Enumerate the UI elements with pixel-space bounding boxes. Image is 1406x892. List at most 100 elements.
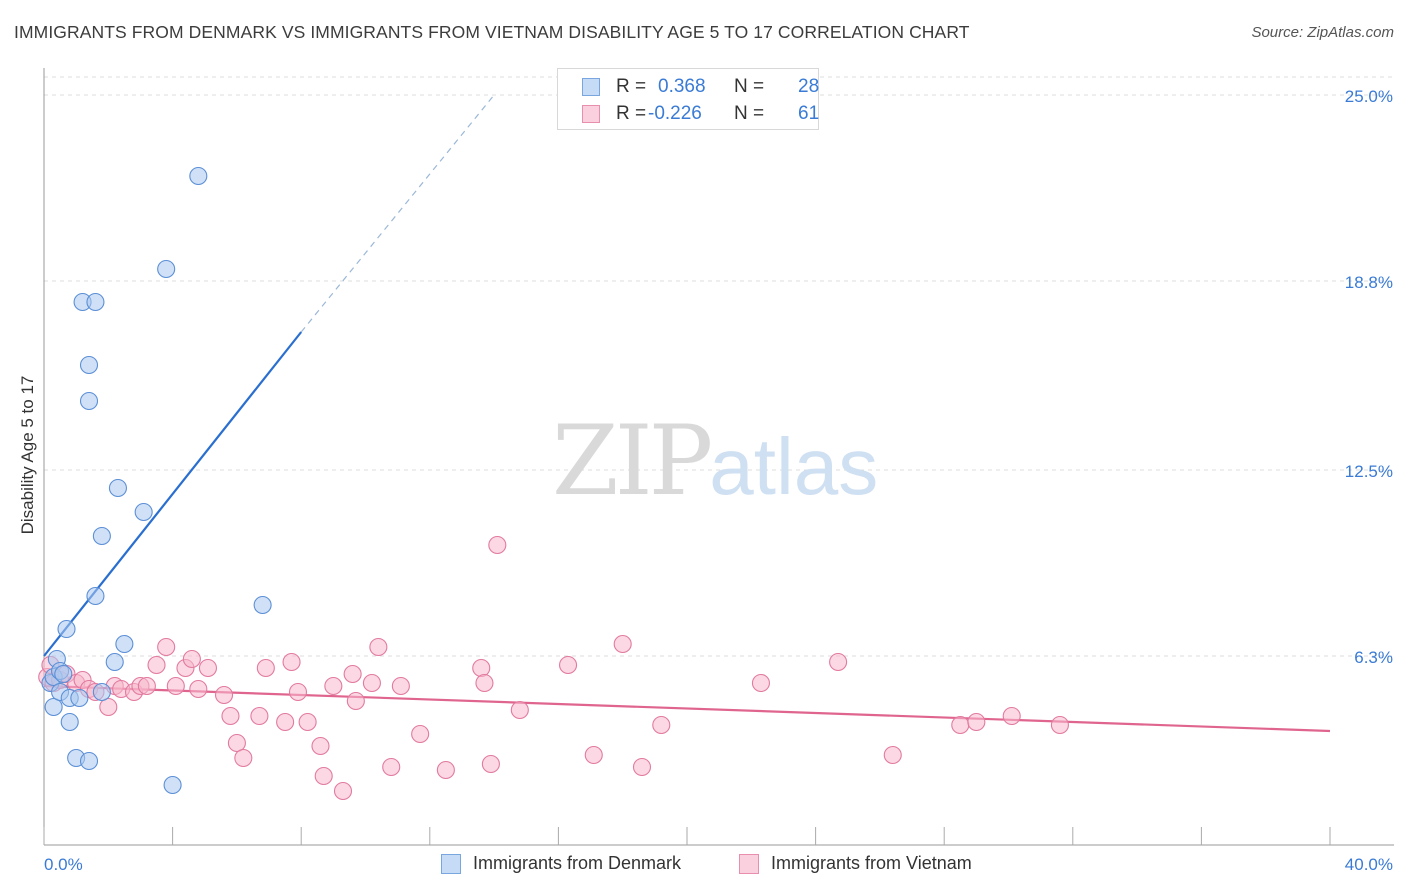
denmark-point bbox=[189, 166, 208, 186]
denmark-point bbox=[54, 664, 73, 684]
x-tick-label-max: 40.0% bbox=[1345, 855, 1393, 874]
legend-label-vietnam: Immigrants from Vietnam bbox=[771, 853, 972, 873]
denmark-point bbox=[92, 682, 111, 702]
vietnam-point bbox=[137, 676, 156, 696]
watermark-atlas: atlas bbox=[709, 422, 879, 511]
chart-title: IMMIGRANTS FROM DENMARK VS IMMIGRANTS FR… bbox=[14, 22, 970, 42]
denmark-point bbox=[79, 751, 99, 771]
vietnam-point bbox=[157, 637, 176, 657]
denmark-point bbox=[79, 355, 99, 375]
r-label: R = bbox=[616, 76, 647, 97]
y-tick-label: 12.5% bbox=[1345, 462, 1393, 481]
vietnam-point bbox=[967, 712, 986, 732]
vietnam-point bbox=[558, 655, 578, 675]
vietnam-point bbox=[282, 652, 301, 672]
denmark-point bbox=[163, 775, 182, 795]
vietnam-point bbox=[189, 679, 208, 699]
vietnam-point bbox=[411, 724, 430, 744]
vietnam-point bbox=[311, 736, 330, 756]
vietnam-point bbox=[99, 697, 118, 717]
vietnam-point bbox=[276, 712, 295, 732]
n-value: 61 bbox=[798, 103, 820, 124]
stats-legend-box: R = 0.368 N = 28 R = -0.226 N = 61 bbox=[557, 68, 819, 130]
n-value: 28 bbox=[798, 76, 820, 97]
vietnam-trend-line bbox=[43, 684, 1331, 733]
vietnam-point bbox=[369, 637, 388, 657]
vietnam-point bbox=[298, 712, 317, 732]
y-tick-label: 6.3% bbox=[1354, 648, 1393, 667]
vietnam-point bbox=[346, 691, 365, 711]
y-tick-label: 25.0% bbox=[1345, 87, 1393, 106]
vietnam-point bbox=[652, 715, 671, 735]
trend-lines bbox=[43, 94, 1331, 733]
r-label: R = bbox=[616, 103, 647, 124]
vietnam-point bbox=[436, 760, 455, 780]
legend-label-denmark: Immigrants from Denmark bbox=[473, 853, 682, 873]
r-value: -0.226 bbox=[648, 103, 702, 124]
n-label: N = bbox=[734, 103, 765, 124]
vietnam-point bbox=[166, 676, 185, 696]
grid-lines bbox=[44, 76, 1394, 657]
vietnam-point bbox=[343, 664, 362, 684]
vietnam-swatch bbox=[582, 105, 600, 123]
vietnam-point bbox=[314, 766, 333, 786]
watermark-zip: ZIP bbox=[552, 405, 713, 517]
denmark-legend-swatch bbox=[441, 854, 461, 874]
vietnam-point bbox=[333, 781, 353, 801]
denmark-point bbox=[108, 478, 127, 498]
vietnam-point bbox=[214, 685, 234, 705]
x-tick-label-min: 0.0% bbox=[44, 855, 83, 874]
axes bbox=[43, 68, 1394, 846]
vietnam-point bbox=[382, 757, 401, 777]
vietnam-point bbox=[951, 715, 970, 735]
denmark-point bbox=[134, 502, 153, 522]
vietnam-point bbox=[391, 676, 410, 696]
y-tick-label: 18.8% bbox=[1345, 273, 1393, 292]
vietnam-point bbox=[510, 700, 529, 720]
vietnam-point bbox=[829, 652, 848, 672]
denmark-point bbox=[60, 712, 79, 732]
vietnam-point bbox=[256, 658, 275, 678]
vietnam-point bbox=[488, 535, 507, 555]
denmark-point bbox=[105, 652, 124, 672]
vietnam-point bbox=[632, 757, 652, 777]
vietnam-point bbox=[324, 676, 343, 696]
denmark-swatch bbox=[582, 78, 600, 96]
denmark-trend-line bbox=[43, 331, 303, 657]
vietnam-point bbox=[475, 673, 494, 693]
denmark-point bbox=[157, 259, 176, 279]
denmark-point bbox=[44, 697, 63, 717]
data-points bbox=[38, 166, 1069, 801]
vietnam-point bbox=[883, 745, 902, 765]
vietnam-point bbox=[250, 706, 269, 726]
vietnam-point bbox=[182, 649, 201, 669]
watermark: ZIPatlas bbox=[552, 405, 878, 517]
vietnam-point bbox=[584, 745, 603, 765]
denmark-point bbox=[70, 688, 89, 708]
n-label: N = bbox=[734, 76, 765, 97]
denmark-point bbox=[79, 391, 99, 411]
vietnam-point bbox=[234, 748, 253, 768]
tick-labels: 6.3% 12.5% 18.8% 25.0% 0.0% 40.0% bbox=[44, 87, 1393, 874]
chart-source: Source: ZipAtlas.com bbox=[1251, 24, 1394, 41]
vietnam-point bbox=[227, 733, 246, 753]
denmark-point bbox=[92, 526, 111, 546]
denmark-point bbox=[253, 595, 272, 615]
vietnam-point bbox=[613, 634, 632, 654]
denmark-point bbox=[86, 292, 105, 312]
vietnam-point bbox=[198, 658, 218, 678]
vietnam-point bbox=[221, 706, 240, 726]
y-axis-label: Disability Age 5 to 17 bbox=[18, 375, 37, 535]
vietnam-point bbox=[147, 655, 166, 675]
r-value: 0.368 bbox=[658, 76, 706, 97]
vietnam-point bbox=[288, 682, 308, 702]
denmark-trend-extension bbox=[300, 94, 495, 333]
vietnam-point bbox=[1050, 715, 1069, 735]
vietnam-point bbox=[481, 754, 500, 774]
vietnam-point bbox=[472, 658, 491, 678]
denmark-point bbox=[57, 619, 76, 639]
denmark-point bbox=[115, 634, 134, 654]
vietnam-point bbox=[1002, 706, 1021, 726]
vietnam-point bbox=[362, 673, 381, 693]
